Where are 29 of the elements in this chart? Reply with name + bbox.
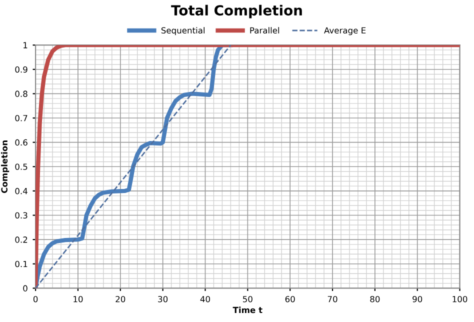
x-tick-label: 100 bbox=[452, 296, 468, 302]
legend-label: Parallel bbox=[250, 27, 280, 34]
legend-label: Average E bbox=[324, 27, 366, 36]
y-tick-label: 0.7 bbox=[15, 114, 28, 122]
y-tick-label: 0.2 bbox=[15, 236, 28, 243]
x-tick-label: 60 bbox=[285, 296, 295, 302]
x-tick-label: 20 bbox=[116, 296, 126, 302]
y-tick-label: 0.3 bbox=[15, 212, 28, 219]
y-tick-label: 0.8 bbox=[15, 90, 28, 97]
y-axis-title: Completion bbox=[1, 140, 10, 193]
legend-label: Sequential bbox=[161, 27, 204, 36]
y-tick-label: 1 bbox=[24, 42, 28, 48]
y-tick-label: 0 bbox=[23, 285, 28, 292]
x-tick-label: 70 bbox=[328, 296, 338, 302]
y-tick-label: 0.1 bbox=[15, 260, 28, 268]
x-tick-label: 50 bbox=[243, 296, 252, 302]
x-tick-label: 90 bbox=[412, 296, 422, 302]
x-tick-label: 10 bbox=[74, 296, 83, 302]
x-tick-label: 30 bbox=[158, 296, 168, 302]
x-tick-label: 80 bbox=[370, 296, 380, 302]
chart-title: Total Completion bbox=[171, 4, 302, 18]
y-tick-label: 0.5 bbox=[15, 164, 28, 170]
x-tick-label: 0 bbox=[33, 296, 38, 302]
line-series bbox=[36, 45, 460, 288]
y-tick-label: 0.4 bbox=[15, 188, 28, 194]
y-tick-label: 0.6 bbox=[15, 139, 28, 146]
x-tick-label: 40 bbox=[200, 296, 210, 302]
y-tick-label: 0.9 bbox=[15, 66, 28, 73]
x-axis-title: Time t bbox=[232, 306, 262, 314]
